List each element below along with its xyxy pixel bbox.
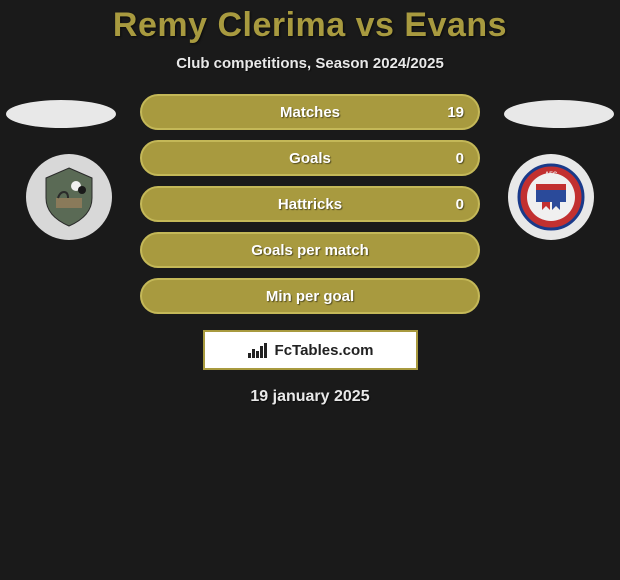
stat-label: Hattricks <box>278 196 342 213</box>
stat-value-right: 0 <box>456 150 464 167</box>
main-content: AFC Matches 19 Goals 0 Hattricks 0 Goals… <box>0 94 620 406</box>
stat-label: Matches <box>280 104 340 121</box>
stat-row-min-per-goal: Min per goal <box>140 278 480 314</box>
header: Remy Clerima vs Evans Club competitions,… <box>0 0 620 72</box>
stat-label: Min per goal <box>266 288 354 305</box>
stat-value-right: 0 <box>456 196 464 213</box>
page-title: Remy Clerima vs Evans <box>0 6 620 45</box>
shield-icon <box>36 164 102 230</box>
stat-label: Goals per match <box>251 242 369 259</box>
stat-row-goals-per-match: Goals per match <box>140 232 480 268</box>
stat-label: Goals <box>289 150 331 167</box>
club-badge-right: AFC <box>508 154 594 240</box>
crest-icon: AFC <box>516 162 586 232</box>
page-subtitle: Club competitions, Season 2024/2025 <box>0 55 620 72</box>
player-label-left <box>6 100 116 128</box>
player-label-right <box>504 100 614 128</box>
date-text: 19 january 2025 <box>0 388 620 406</box>
brand-text: FcTables.com <box>275 342 374 359</box>
stat-row-goals: Goals 0 <box>140 140 480 176</box>
svg-text:AFC: AFC <box>545 172 558 178</box>
brand-box[interactable]: FcTables.com <box>203 330 418 370</box>
stat-value-right: 19 <box>447 104 464 121</box>
club-badge-left <box>26 154 112 240</box>
stats-list: Matches 19 Goals 0 Hattricks 0 Goals per… <box>140 94 480 314</box>
bars-icon <box>247 341 269 359</box>
stat-row-matches: Matches 19 <box>140 94 480 130</box>
stat-row-hattricks: Hattricks 0 <box>140 186 480 222</box>
